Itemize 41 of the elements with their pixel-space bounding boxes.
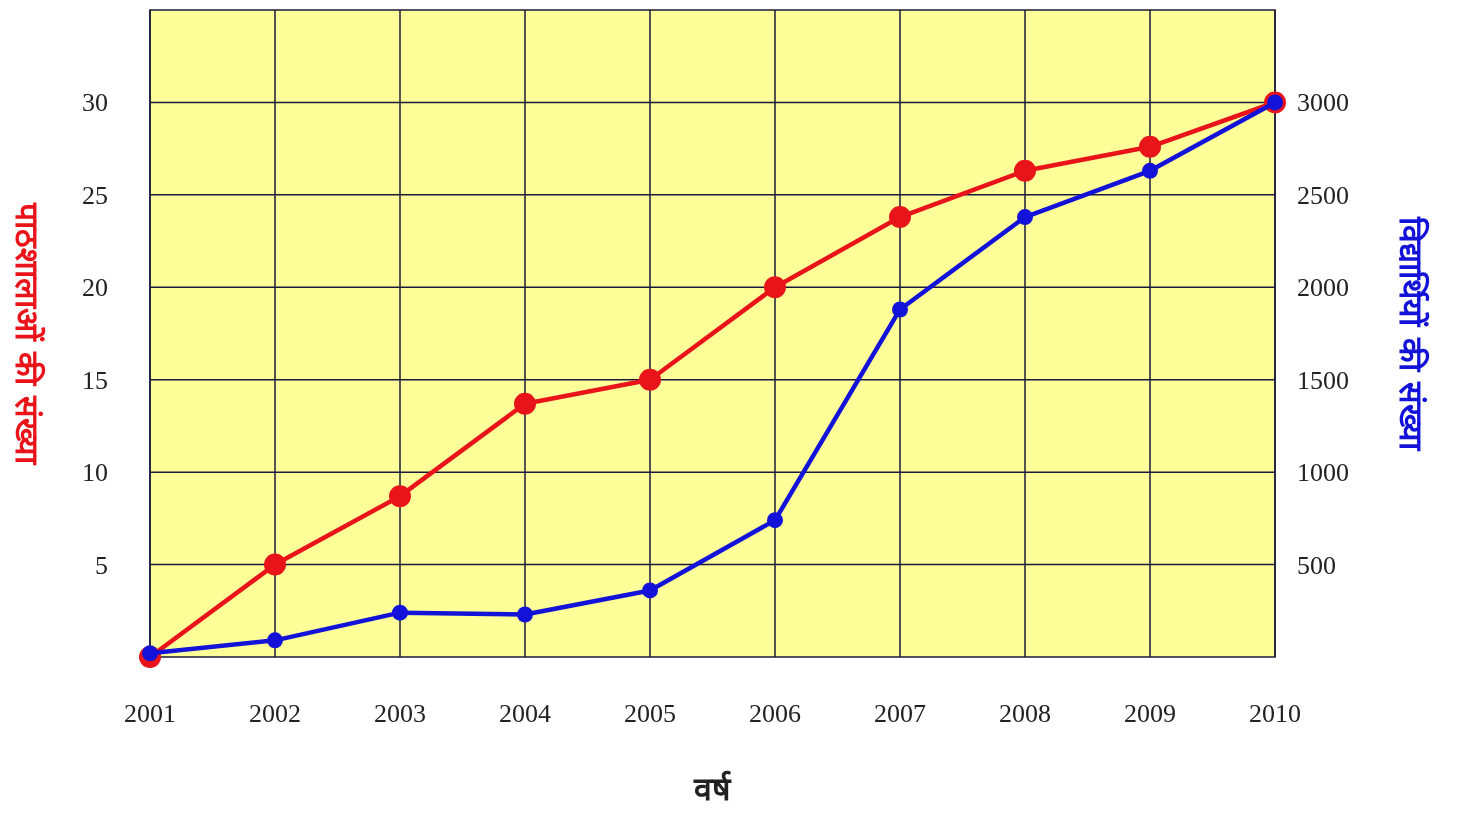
x-tick-label: 2007 <box>874 699 926 728</box>
x-tick-label: 2008 <box>999 699 1051 728</box>
point <box>517 606 533 623</box>
y2-axis-title: विद्यार्थियों की संख्या <box>1392 216 1430 452</box>
point <box>767 512 783 529</box>
x-tick-label: 2003 <box>374 699 426 728</box>
point <box>639 368 661 391</box>
point <box>392 604 408 621</box>
y-tick-label: 25 <box>82 180 108 210</box>
point <box>1014 159 1036 182</box>
point <box>1139 135 1161 158</box>
y2-tick-label: 1000 <box>1297 458 1349 488</box>
x-tick-label: 2006 <box>749 699 801 728</box>
y-tick-label: 5 <box>95 550 108 580</box>
x-tick-label: 2004 <box>499 699 551 728</box>
y2-tick-label: 3000 <box>1297 88 1349 118</box>
y2-tick-label: 2500 <box>1297 180 1349 210</box>
point <box>889 206 911 229</box>
x-tick-label: 2009 <box>1124 699 1176 728</box>
y-tick-label: 10 <box>82 458 108 488</box>
point <box>642 582 658 599</box>
x-tick-label: 2010 <box>1249 699 1301 728</box>
x-axis-title: वर्ष <box>693 770 732 808</box>
point <box>514 392 536 415</box>
point <box>1017 209 1033 226</box>
point <box>892 301 908 318</box>
y-tick-label: 20 <box>82 273 108 303</box>
y-tick-label: 15 <box>82 365 108 395</box>
y2-tick-label: 1500 <box>1297 365 1349 395</box>
x-tick-label: 2005 <box>624 699 676 728</box>
point <box>264 553 286 576</box>
y-tick-label: 30 <box>82 88 108 118</box>
point <box>389 485 411 508</box>
point <box>764 276 786 299</box>
point <box>267 632 283 649</box>
x-tick-label: 2002 <box>249 699 301 728</box>
y2-tick-label: 500 <box>1297 550 1336 580</box>
y-axis-title: पाठशालाओं की संख्या <box>8 201 46 467</box>
point <box>1142 162 1158 179</box>
y2-tick-label: 2000 <box>1297 273 1349 303</box>
x-tick-label: 2001 <box>124 699 176 728</box>
